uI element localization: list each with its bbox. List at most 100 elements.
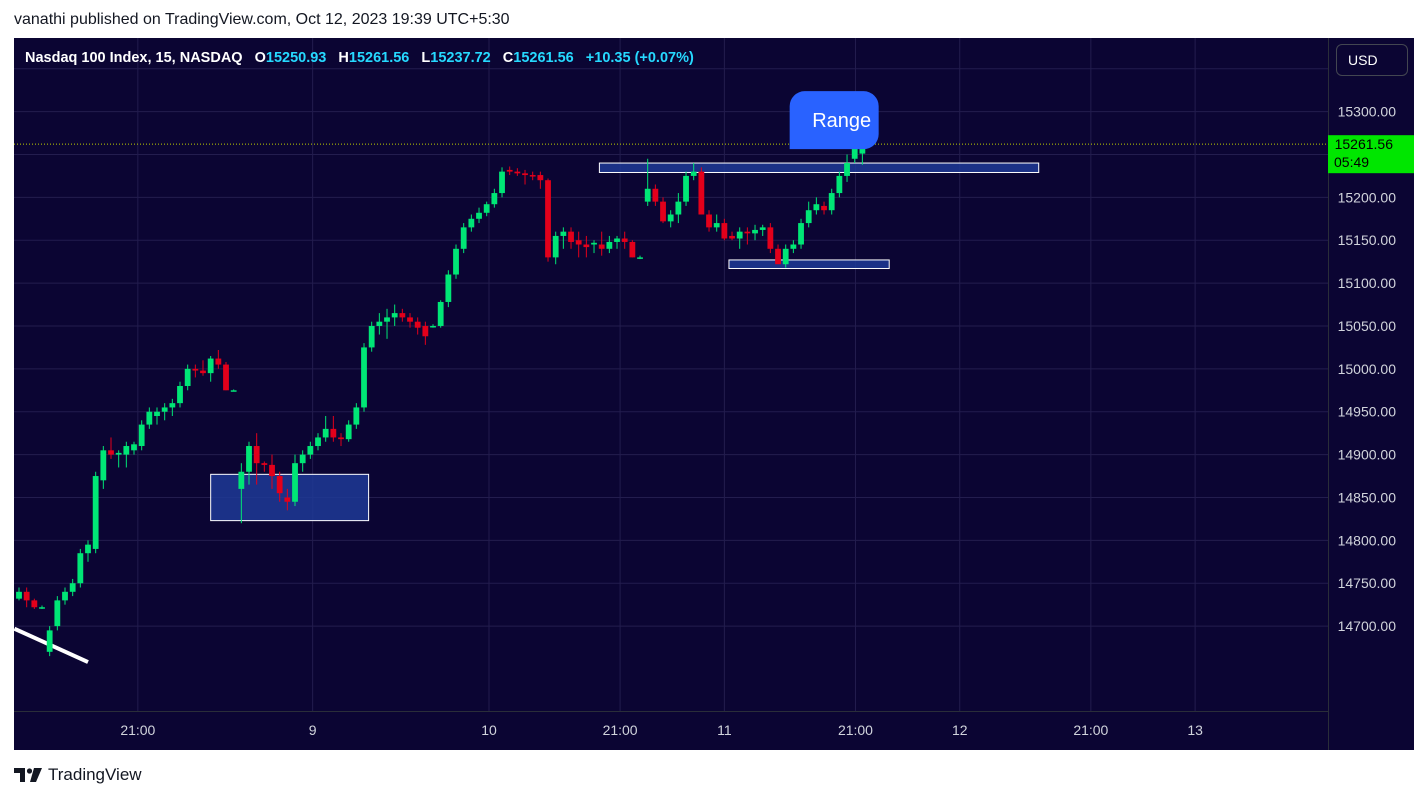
- candle-body[interactable]: [223, 364, 229, 391]
- candle-body[interactable]: [675, 201, 682, 215]
- candle-body[interactable]: [491, 193, 498, 205]
- candle-body[interactable]: [805, 210, 812, 224]
- candle-body[interactable]: [100, 450, 107, 481]
- candle-body[interactable]: [85, 544, 91, 554]
- candle-body[interactable]: [775, 248, 781, 265]
- candle-body[interactable]: [690, 171, 697, 176]
- candle-body[interactable]: [177, 386, 183, 404]
- candle-body[interactable]: [522, 173, 528, 176]
- candle-body[interactable]: [253, 446, 260, 464]
- candle-body[interactable]: [813, 204, 820, 211]
- candle-body[interactable]: [453, 248, 459, 275]
- candle-body[interactable]: [476, 212, 482, 219]
- candle-body[interactable]: [361, 347, 367, 408]
- candle-body[interactable]: [399, 313, 406, 318]
- candle-body[interactable]: [39, 607, 45, 609]
- candle-body[interactable]: [391, 313, 398, 318]
- candle-body[interactable]: [683, 175, 689, 202]
- candle-body[interactable]: [767, 227, 774, 249]
- candle-body[interactable]: [261, 463, 268, 465]
- chart-area[interactable]: Range 14700.00 14750.00 14800.00 14850.00 149…: [14, 38, 1414, 750]
- candle-body[interactable]: [844, 163, 850, 176]
- candle-body[interactable]: [629, 241, 636, 258]
- candle-body[interactable]: [315, 437, 321, 447]
- candle-body[interactable]: [307, 446, 314, 455]
- candle-body[interactable]: [591, 242, 597, 245]
- candle-body[interactable]: [790, 244, 797, 249]
- candle-body[interactable]: [514, 171, 521, 174]
- candle-body[interactable]: [414, 321, 421, 328]
- candle-body[interactable]: [407, 317, 413, 322]
- candle-body[interactable]: [200, 370, 206, 374]
- candle-body[interactable]: [782, 248, 789, 265]
- candle-body[interactable]: [284, 497, 291, 502]
- candle-body[interactable]: [752, 229, 758, 234]
- candle-body[interactable]: [637, 257, 643, 259]
- candle-body[interactable]: [207, 358, 214, 374]
- candle-body[interactable]: [445, 274, 452, 302]
- candle-body[interactable]: [31, 600, 38, 608]
- candle-body[interactable]: [345, 424, 352, 440]
- candle-body[interactable]: [606, 241, 613, 249]
- candle-body[interactable]: [230, 390, 237, 392]
- candle-body[interactable]: [798, 223, 804, 245]
- candle-body[interactable]: [138, 424, 145, 447]
- candle-body[interactable]: [575, 240, 582, 245]
- candle-body[interactable]: [706, 214, 712, 228]
- candle-body[interactable]: [552, 235, 559, 258]
- candle-body[interactable]: [660, 201, 666, 222]
- currency-button[interactable]: USD: [1336, 44, 1408, 76]
- candle-body[interactable]: [77, 553, 84, 584]
- candle-body[interactable]: [108, 450, 114, 455]
- candle-body[interactable]: [537, 175, 544, 181]
- candle-body[interactable]: [698, 171, 705, 215]
- candle-body[interactable]: [184, 368, 191, 386]
- candle-body[interactable]: [246, 446, 252, 472]
- candle-body[interactable]: [729, 235, 735, 239]
- candle-body[interactable]: [169, 403, 176, 408]
- candle-body[interactable]: [744, 231, 751, 234]
- range-callout-bubble[interactable]: [789, 91, 879, 150]
- candle-body[interactable]: [69, 583, 76, 592]
- candle-body[interactable]: [192, 368, 199, 371]
- candle-body[interactable]: [269, 464, 275, 477]
- candle-body[interactable]: [46, 630, 53, 652]
- candle-body[interactable]: [644, 188, 651, 202]
- candle-body[interactable]: [568, 231, 574, 242]
- candle-body[interactable]: [238, 471, 245, 489]
- candle-body[interactable]: [54, 600, 61, 627]
- candle-body[interactable]: [161, 407, 168, 412]
- candle-body[interactable]: [759, 227, 766, 230]
- candle-body[interactable]: [422, 325, 429, 337]
- candle-body[interactable]: [583, 244, 590, 248]
- candle-body[interactable]: [836, 175, 843, 194]
- candle-body[interactable]: [368, 325, 375, 348]
- candle-body[interactable]: [154, 411, 160, 417]
- candle-body[interactable]: [621, 238, 628, 242]
- candle-body[interactable]: [736, 231, 743, 239]
- candle-body[interactable]: [115, 452, 122, 455]
- candle-body[interactable]: [828, 193, 835, 211]
- candle-body[interactable]: [499, 171, 505, 194]
- candle-body[interactable]: [483, 204, 490, 213]
- candle-body[interactable]: [353, 407, 360, 425]
- candle-body[interactable]: [598, 244, 605, 249]
- candle-body[interactable]: [437, 301, 444, 326]
- candle-body[interactable]: [62, 591, 68, 601]
- candle-body[interactable]: [652, 188, 659, 202]
- candle-body[interactable]: [468, 218, 475, 228]
- candle-body[interactable]: [123, 446, 130, 455]
- candle-body[interactable]: [330, 428, 337, 438]
- candle-body[interactable]: [131, 444, 137, 451]
- tradingview-brand[interactable]: TradingView: [14, 764, 142, 786]
- candle-body[interactable]: [322, 428, 329, 438]
- candle-body[interactable]: [338, 437, 344, 440]
- candle-body[interactable]: [460, 227, 467, 249]
- candle-body[interactable]: [16, 591, 22, 599]
- candle-body[interactable]: [614, 238, 620, 242]
- candle-body[interactable]: [721, 223, 728, 239]
- candle-body[interactable]: [276, 476, 283, 494]
- candle-body[interactable]: [23, 591, 30, 601]
- candle-body[interactable]: [560, 231, 567, 236]
- candle-body[interactable]: [529, 175, 536, 177]
